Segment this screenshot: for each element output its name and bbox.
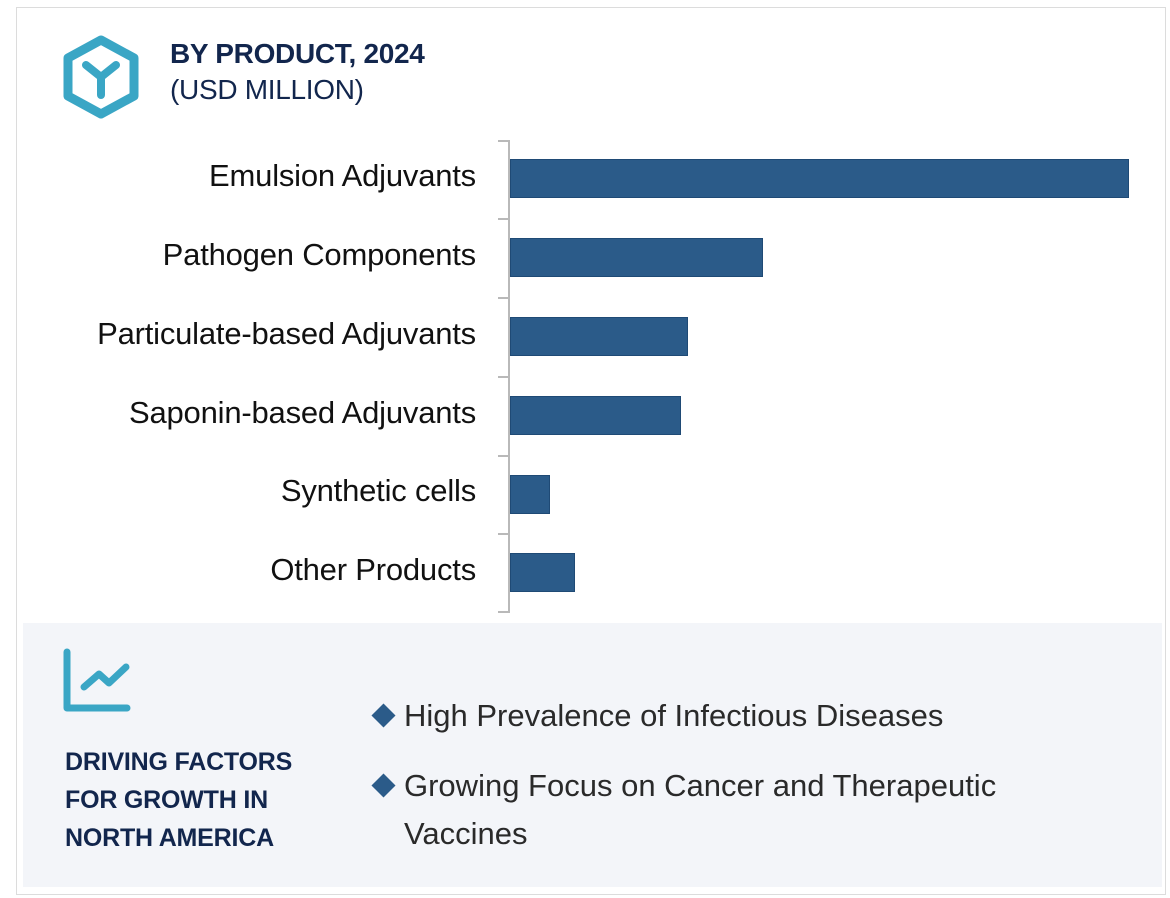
factor-text: High Prevalence of Infectious Diseases: [404, 698, 944, 733]
driving-factors-panel: [23, 623, 1162, 887]
category-label: Emulsion Adjuvants: [209, 158, 476, 193]
chart-subtitle: (USD MILLION): [170, 74, 364, 105]
category-label: Other Products: [270, 552, 476, 587]
driving-factors-title: DRIVING FACTORS FOR GROWTH IN NORTH AMER…: [65, 743, 292, 857]
title-line: DRIVING FACTORS: [65, 748, 293, 776]
bar-pathogen-components: [510, 238, 763, 277]
bar-particulate-based-adjuvants: [510, 317, 688, 356]
axis-tick: [498, 455, 509, 457]
axis-tick: [498, 611, 509, 613]
factor-text-continued: Vaccines: [404, 816, 528, 851]
y-axis-line: [508, 140, 510, 613]
bar-synthetic-cells: [510, 475, 550, 514]
factor-text: Growing Focus on Cancer and Therapeutic: [404, 768, 997, 803]
diamond-bullet-icon: [371, 703, 396, 728]
axis-tick: [498, 140, 509, 142]
factor-item: Growing Focus on Cancer and Therapeutic …: [370, 762, 1090, 858]
factor-item: High Prevalence of Infectious Diseases: [370, 692, 1090, 740]
category-label: Synthetic cells: [280, 473, 476, 508]
category-label: Particulate-based Adjuvants: [97, 316, 476, 351]
bar-saponin-based-adjuvants: [510, 396, 681, 435]
axis-tick: [498, 376, 509, 378]
hexagon-y-icon: [63, 35, 139, 119]
diamond-bullet-icon: [371, 773, 396, 798]
category-label: Saponin-based Adjuvants: [129, 395, 476, 430]
title-line: NORTH AMERICA: [65, 824, 274, 852]
bar-other-products: [510, 553, 575, 592]
axis-tick: [498, 533, 509, 535]
bar-emulsion-adjuvants: [510, 159, 1129, 198]
title-line: FOR GROWTH IN: [65, 786, 268, 814]
category-label: Pathogen Components: [162, 237, 477, 272]
chart-title: BY PRODUCT, 2024: [170, 38, 425, 69]
axis-tick: [498, 297, 509, 299]
axis-tick: [498, 218, 509, 220]
trend-line-chart-icon: [63, 648, 131, 712]
